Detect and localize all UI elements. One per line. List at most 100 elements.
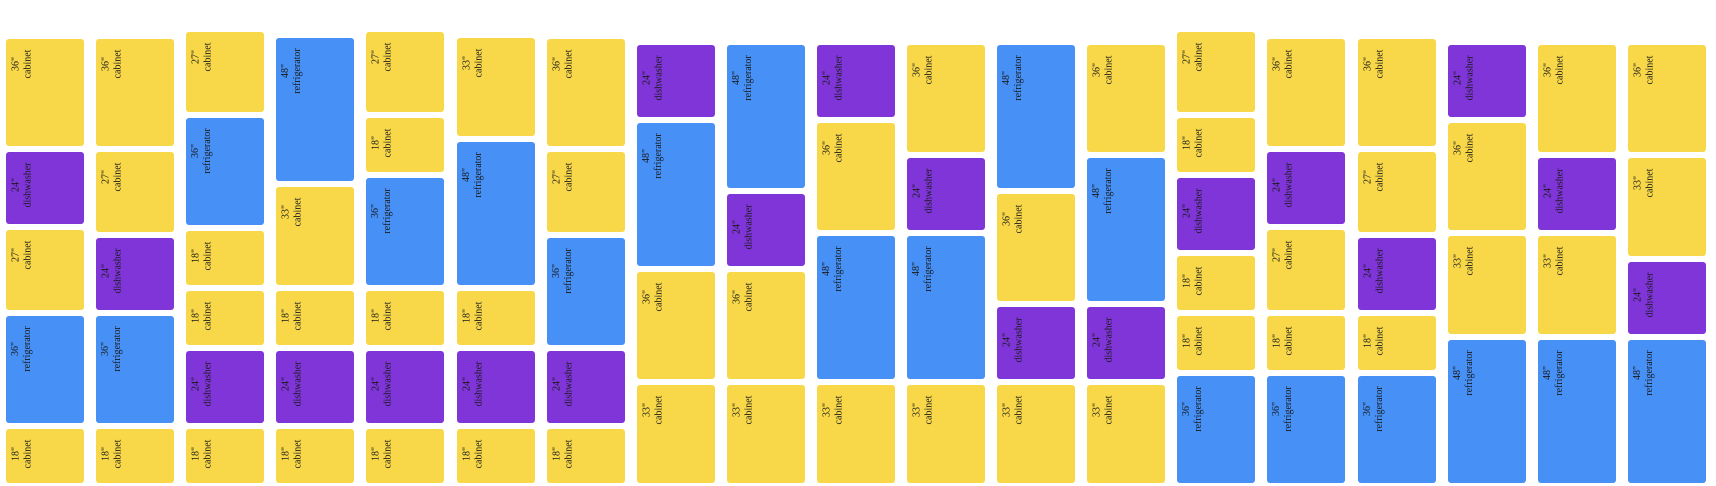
block-label: 48" refrigerator — [641, 133, 665, 179]
block-kind: cabinet — [472, 301, 484, 330]
block-kind: dishwasher — [1644, 272, 1655, 317]
block-size: 33" — [1000, 402, 1012, 417]
block-size: 36" — [1090, 62, 1102, 77]
block-label: 18" cabinet — [370, 128, 394, 157]
block-label: 18" cabinet — [10, 439, 34, 468]
cabinet-block: 18" cabinet — [1358, 316, 1436, 370]
block-kind: cabinet — [291, 301, 303, 330]
block-kind: cabinet — [111, 49, 123, 78]
block-label: 36" cabinet — [1001, 204, 1025, 233]
dishwasher-block: 24" dishwasher — [366, 351, 444, 423]
layout-column: 27" cabinet 18" cabinet 36" refrigerator 18" ca… — [366, 0, 444, 483]
cabinet-block: 36" cabinet — [997, 194, 1075, 301]
block-size: 18" — [9, 446, 21, 461]
block-label: 24" dishwasher — [1001, 317, 1025, 362]
block-size: 36" — [1270, 56, 1282, 71]
block-kind: cabinet — [1192, 42, 1204, 71]
block-size: 24" — [190, 376, 201, 391]
block-size: 33" — [910, 402, 922, 417]
cabinet-block: 36" cabinet — [1267, 39, 1345, 146]
block-kind: refrigerator — [1012, 55, 1024, 101]
block-size: 24" — [911, 183, 922, 198]
layout-column: 36" cabinet 24" dishwasher 27" cabinet 36" refr… — [6, 0, 84, 483]
block-size: 27" — [189, 49, 201, 64]
block-kind: dishwasher — [1103, 317, 1114, 362]
block-kind: dishwasher — [1554, 168, 1565, 213]
block-kind: cabinet — [21, 240, 33, 269]
block-size: 36" — [9, 56, 21, 71]
refrigerator-block: 48" refrigerator — [1087, 158, 1165, 301]
block-label: 36" cabinet — [551, 49, 575, 78]
block-label: 36" cabinet — [1452, 133, 1476, 162]
block-kind: cabinet — [922, 395, 934, 424]
block-size: 36" — [189, 143, 201, 159]
cabinet-block: 18" cabinet — [366, 291, 444, 345]
block-label: 18" cabinet — [1181, 266, 1205, 295]
refrigerator-block: 48" refrigerator — [997, 45, 1075, 188]
block-label: 18" cabinet — [461, 301, 485, 330]
dishwasher-block: 24" dishwasher — [547, 351, 625, 423]
block-kind: dishwasher — [1464, 55, 1475, 100]
block-kind: cabinet — [832, 395, 844, 424]
block-kind: cabinet — [1373, 162, 1385, 191]
block-kind: cabinet — [1282, 326, 1294, 355]
block-kind: dishwasher — [563, 361, 574, 406]
cabinet-block: 36" cabinet — [637, 272, 715, 379]
block-label: 24" dishwasher — [10, 162, 34, 207]
block-label: 33" cabinet — [1542, 246, 1566, 275]
layout-column: 24" dishwasher 48" refrigerator 36" cabinet 33… — [637, 0, 715, 483]
block-label: 33" cabinet — [1001, 395, 1025, 424]
cabinet-block: 33" cabinet — [637, 385, 715, 483]
block-kind: refrigerator — [1102, 168, 1114, 214]
block-kind: refrigerator — [1373, 386, 1385, 432]
block-kind: cabinet — [381, 42, 393, 71]
cabinet-block: 18" cabinet — [276, 429, 354, 483]
block-kind: refrigerator — [201, 128, 213, 174]
block-size: 36" — [9, 341, 21, 357]
block-size: 24" — [731, 219, 742, 234]
block-label: 48" refrigerator — [821, 246, 845, 292]
block-label: 33" cabinet — [1632, 168, 1656, 197]
cabinet-block: 18" cabinet — [276, 291, 354, 345]
block-size: 24" — [1452, 70, 1463, 85]
refrigerator-block: 48" refrigerator — [457, 142, 535, 285]
block-kind: refrigerator — [1553, 350, 1565, 396]
block-size: 24" — [641, 70, 652, 85]
block-size: 18" — [1180, 273, 1192, 288]
block-size: 27" — [99, 169, 111, 184]
block-size: 33" — [1451, 253, 1463, 268]
cabinet-block: 18" cabinet — [547, 429, 625, 483]
block-label: 18" cabinet — [461, 439, 485, 468]
block-kind: refrigerator — [291, 48, 303, 94]
cabinet-block: 36" cabinet — [1087, 45, 1165, 152]
block-size: 48" — [640, 148, 652, 164]
block-label: 36" refrigerator — [370, 188, 394, 234]
block-kind: refrigerator — [1192, 386, 1204, 432]
block-size: 18" — [460, 308, 472, 323]
block-label: 48" refrigerator — [1091, 168, 1115, 214]
block-size: 24" — [1001, 332, 1012, 347]
cabinet-block: 18" cabinet — [457, 291, 535, 345]
block-kind: cabinet — [652, 395, 664, 424]
block-label: 18" cabinet — [1271, 326, 1295, 355]
block-label: 24" dishwasher — [1362, 248, 1386, 293]
block-kind: refrigerator — [1463, 350, 1475, 396]
block-kind: cabinet — [562, 162, 574, 191]
block-size: 18" — [1361, 333, 1373, 348]
cabinet-block: 18" cabinet — [1267, 316, 1345, 370]
cabinet-block: 33" cabinet — [817, 385, 895, 483]
block-kind: cabinet — [111, 162, 123, 191]
block-size: 24" — [821, 70, 832, 85]
block-kind: cabinet — [111, 439, 123, 468]
block-size: 18" — [460, 446, 472, 461]
block-label: 36" refrigerator — [551, 248, 575, 294]
block-label: 18" cabinet — [370, 301, 394, 330]
block-label: 48" refrigerator — [911, 246, 935, 292]
block-kind: refrigerator — [562, 248, 574, 294]
block-label: 18" cabinet — [1362, 326, 1386, 355]
block-label: 18" cabinet — [100, 439, 124, 468]
dishwasher-block: 24" dishwasher — [727, 194, 805, 266]
block-label: 36" cabinet — [1091, 55, 1115, 84]
block-kind: cabinet — [1012, 204, 1024, 233]
block-kind: cabinet — [472, 48, 484, 77]
